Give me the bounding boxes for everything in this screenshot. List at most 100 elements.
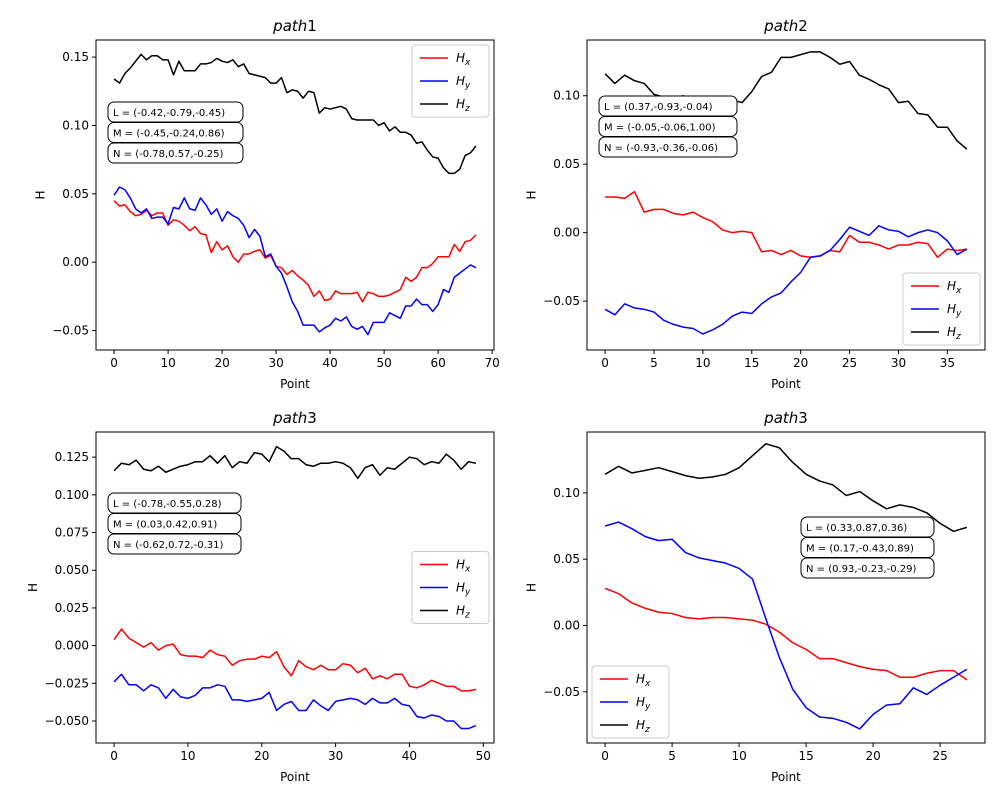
annotation-text: N = (-0.93,-0.36,-0.06) [604, 143, 718, 154]
annotation-text: M = (0.03,0.42,0.91) [113, 520, 217, 531]
y-tick-label: 0.05 [62, 187, 89, 201]
series-line-hx [113, 628, 477, 692]
annotation-box [107, 533, 242, 555]
y-tick-label: 0.00 [553, 226, 580, 240]
chart-panel-4: 0 5 10 15 20 25 −0.05 0.00 0.05 0.10 path3 Point H L … [525, 409, 986, 784]
series-line-hz [113, 445, 477, 480]
legend: Hx Hy Hz [591, 665, 670, 739]
y-tick-label: 0.10 [553, 89, 580, 103]
annotation-box [800, 557, 935, 579]
plot-frame [95, 39, 495, 351]
x-axis-label: Point [280, 770, 310, 784]
legend: Hx Hy Hz [902, 272, 981, 346]
y-axis-label: H [525, 583, 539, 592]
annotation-text: M = (0.17,-0.43,0.89) [806, 544, 914, 555]
legend-label: Hz [636, 718, 650, 735]
chart-title: path3 [763, 409, 808, 427]
x-tick-label: 20 [793, 356, 808, 370]
annotation-box [598, 136, 738, 158]
legend-frame [591, 665, 670, 739]
y-tick-label: 0.050 [55, 563, 89, 577]
annotation-box [107, 142, 244, 164]
annotation-text: L = (0.37,-0.93,-0.04) [604, 102, 713, 113]
y-axis-label: H [26, 583, 40, 592]
x-tick-label: 50 [476, 749, 491, 763]
series-line-hx [113, 200, 477, 303]
legend-label: Hy [947, 302, 962, 319]
x-tick-label: 0 [601, 356, 609, 370]
x-tick-label: 0 [110, 356, 118, 370]
series-line-hx [604, 587, 968, 681]
legend-label: Hy [636, 695, 651, 712]
x-tick-label: 5 [650, 356, 658, 370]
x-tick-label: 25 [932, 749, 947, 763]
annotation-text: M = (-0.45,-0.24,0.86) [113, 129, 225, 140]
y-tick-label: −0.025 [45, 676, 89, 690]
x-axis-label: Point [771, 377, 801, 391]
y-axis-label: H [34, 190, 48, 199]
legend-label: Hx [947, 279, 962, 296]
x-tick-label: 10 [731, 749, 746, 763]
x-axis-label: Point [771, 770, 801, 784]
legend-frame [411, 44, 490, 118]
y-tick-label: 0.10 [553, 486, 580, 500]
chart-title: path3 [272, 409, 317, 427]
y-tick-label: −0.050 [45, 714, 89, 728]
legend-label: Hx [456, 558, 471, 575]
x-tick-label: 0 [110, 749, 118, 763]
legend: Hx Hy Hz [411, 551, 490, 624]
legend-label: Hx [636, 672, 651, 689]
x-tick-label: 20 [254, 749, 269, 763]
y-tick-label: 0.05 [553, 157, 580, 171]
legend: Hx Hy Hz [411, 44, 490, 118]
x-tick-label: 40 [402, 749, 417, 763]
x-tick-label: 15 [744, 356, 759, 370]
series-line-hz [113, 53, 477, 175]
y-tick-label: 0.10 [62, 118, 89, 132]
y-tick-label: 0.125 [55, 450, 89, 464]
x-tick-label: 0 [601, 749, 609, 763]
annotation-text: L = (0.33,0.87,0.36) [806, 523, 907, 534]
chart-panel-1: 0 10 20 30 40 50 60 70 −0.05 0.00 0.05 0.10 0.15 path… [34, 17, 500, 391]
x-axis-label: Point [280, 377, 310, 391]
annotation-text: L = (-0.42,-0.79,-0.45) [113, 108, 225, 119]
y-tick-label: 0.15 [62, 50, 89, 64]
y-tick-label: −0.05 [543, 294, 580, 308]
series-line-hy [604, 521, 968, 730]
series-line-hz [604, 443, 968, 533]
x-tick-label: 10 [695, 356, 710, 370]
legend-label: Hy [456, 581, 471, 598]
plot-frame [95, 431, 495, 744]
x-tick-label: 10 [160, 356, 175, 370]
y-tick-label: −0.05 [543, 685, 580, 699]
x-tick-label: 30 [268, 356, 283, 370]
legend-label: Hz [456, 97, 470, 114]
legend-frame [902, 272, 981, 346]
legend-label: Hz [456, 604, 470, 621]
x-tick-label: 60 [430, 356, 445, 370]
legend-frame [411, 551, 490, 624]
x-tick-label: 30 [328, 749, 343, 763]
chart-panel-2: 0 5 10 15 20 25 30 35 −0.05 0.00 0.05 0.10 path2 Poin… [525, 17, 986, 391]
x-tick-label: 20 [865, 749, 880, 763]
x-tick-label: 15 [798, 749, 813, 763]
x-tick-label: 40 [322, 356, 337, 370]
x-tick-label: 50 [376, 356, 391, 370]
y-axis-label: H [525, 190, 539, 199]
chart-panel-3: 0 10 20 30 40 50 −0.050 −0.025 0.000 0.025 0.050 0.… [26, 409, 495, 784]
y-tick-label: 0.05 [553, 552, 580, 566]
y-tick-label: 0.000 [55, 639, 89, 653]
x-tick-label: 25 [842, 356, 857, 370]
x-tick-label: 35 [940, 356, 955, 370]
annotation-text: M = (-0.05,-0.06,1.00) [604, 123, 716, 134]
annotation-text: N = (-0.78,0.57,-0.25) [113, 149, 223, 160]
legend-label: Hz [947, 325, 961, 342]
x-tick-label: 5 [668, 749, 676, 763]
plot-frame [586, 39, 986, 351]
series-line-hx [605, 190, 968, 259]
legend-label: Hy [456, 74, 471, 91]
y-tick-label: 0.025 [55, 601, 89, 615]
y-tick-label: 0.100 [55, 488, 89, 502]
annotation-text: N = (0.93,-0.23,-0.29) [806, 564, 916, 575]
